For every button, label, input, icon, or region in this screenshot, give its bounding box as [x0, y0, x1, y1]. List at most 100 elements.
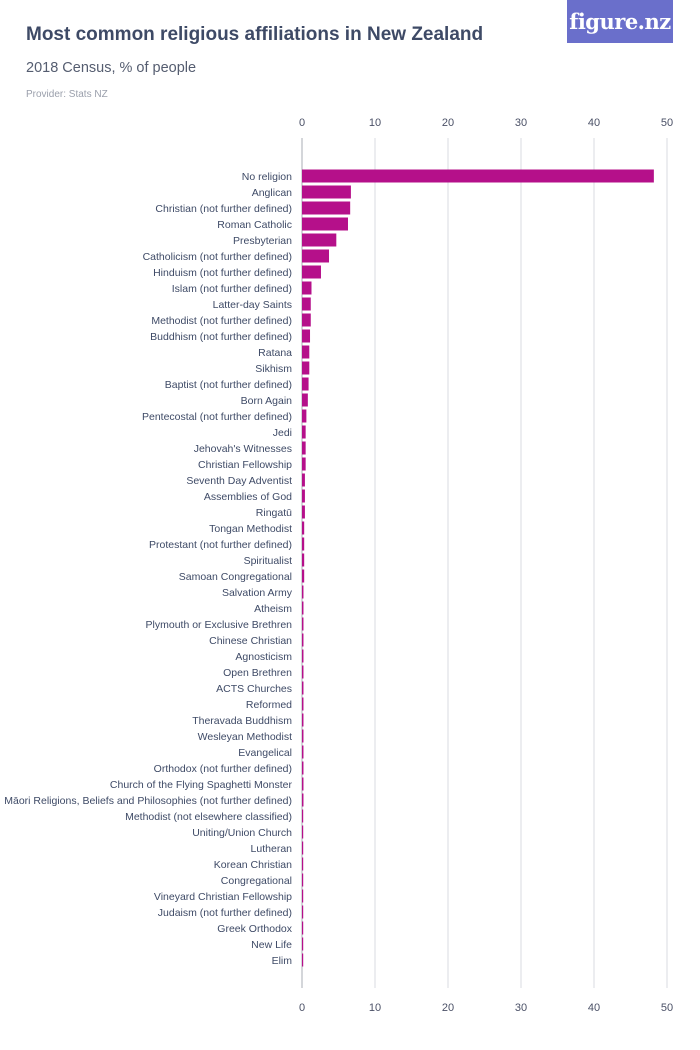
- category-label: Jedi: [273, 427, 292, 439]
- category-label: Church of the Flying Spaghetti Monster: [110, 779, 293, 791]
- bar: [302, 441, 306, 455]
- category-label: Lutheran: [251, 843, 293, 855]
- bar: [302, 473, 305, 487]
- category-label: Anglican: [252, 187, 292, 199]
- category-label: Born Again: [241, 395, 293, 407]
- bar: [302, 345, 310, 359]
- category-label: Uniting/Union Church: [192, 827, 292, 839]
- chart-subtitle: 2018 Census, % of people: [26, 60, 197, 76]
- bar: [302, 553, 305, 567]
- bar: [302, 809, 304, 823]
- bar: [302, 537, 305, 551]
- category-label: Assemblies of God: [204, 491, 292, 503]
- category-label: Ringatū: [256, 507, 292, 519]
- bar: [302, 281, 312, 295]
- bar: [302, 457, 306, 471]
- bar: [302, 889, 304, 903]
- category-label: Christian (not further defined): [155, 203, 292, 215]
- category-label: Chinese Christian: [209, 635, 292, 647]
- category-label: Ratana: [258, 347, 292, 359]
- category-label: Salvation Army: [222, 587, 293, 599]
- top-tick-label: 50: [661, 117, 673, 129]
- bar: [302, 953, 304, 967]
- category-label: Judaism (not further defined): [158, 907, 292, 919]
- category-label: Islam (not further defined): [172, 283, 292, 295]
- bar: [302, 761, 304, 775]
- bar: [302, 585, 304, 599]
- top-tick-label: 30: [515, 117, 527, 129]
- bar: [302, 937, 304, 951]
- category-label: Pentecostal (not further defined): [142, 411, 292, 423]
- category-label: Elim: [272, 955, 293, 967]
- category-label: Presbyterian: [233, 235, 292, 247]
- bar: [302, 841, 304, 855]
- bar: [302, 569, 305, 583]
- bar: [302, 377, 309, 391]
- category-label: Roman Catholic: [217, 219, 292, 231]
- bottom-axis-ticks: 0 10 20 30 40 50: [299, 1002, 673, 1014]
- category-label: Atheism: [254, 603, 292, 615]
- category-label: New Life: [251, 939, 292, 951]
- figure-nz-logo[interactable]: figure.nz: [567, 0, 673, 43]
- bottom-tick-label: 0: [299, 1002, 305, 1014]
- category-label: Tongan Methodist: [209, 523, 292, 535]
- category-label: Greek Orthodox: [217, 923, 292, 935]
- chart-title: Most common religious affiliations in Ne…: [26, 24, 484, 45]
- bar: [302, 793, 304, 807]
- bar: [302, 921, 304, 935]
- category-label: Samoan Congregational: [179, 571, 292, 583]
- bar: [302, 361, 310, 375]
- bar: [302, 697, 304, 711]
- bar: [302, 265, 321, 279]
- bar: [302, 857, 304, 871]
- bar: [302, 745, 304, 759]
- bar: [302, 713, 304, 727]
- category-label: Plymouth or Exclusive Brethren: [146, 619, 293, 631]
- category-label: Christian Fellowship: [198, 459, 292, 471]
- category-label: Sikhism: [255, 363, 292, 375]
- category-label: Buddhism (not further defined): [150, 331, 292, 343]
- bar: [302, 249, 330, 263]
- category-label: Congregational: [221, 875, 292, 887]
- category-label: Methodist (not elsewhere classified): [125, 811, 292, 823]
- bar: [302, 505, 305, 519]
- bottom-tick-label: 20: [442, 1002, 454, 1014]
- bar: [302, 169, 654, 183]
- bar: [302, 601, 304, 615]
- bar: [302, 873, 304, 887]
- bar: [302, 409, 307, 423]
- bottom-tick-label: 50: [661, 1002, 673, 1014]
- bar: [302, 233, 337, 247]
- bar: [302, 489, 305, 503]
- bottom-tick-label: 30: [515, 1002, 527, 1014]
- provider-credit: Provider: Stats NZ: [26, 89, 108, 100]
- bar: [302, 297, 311, 311]
- category-label: Māori Religions, Beliefs and Philosophie…: [4, 795, 292, 807]
- bottom-tick-label: 40: [588, 1002, 600, 1014]
- category-labels: No religion Anglican Christian (not furthe…: [4, 171, 292, 967]
- category-label: Catholicism (not further defined): [143, 251, 292, 263]
- top-axis-ticks: 0 10 20 30 40 50: [299, 117, 673, 129]
- category-label: Spiritualist: [244, 555, 293, 567]
- category-label: No religion: [242, 171, 292, 183]
- bar: [302, 777, 304, 791]
- category-label: Korean Christian: [214, 859, 292, 871]
- bar: [302, 649, 304, 663]
- category-label: Theravada Buddhism: [192, 715, 292, 727]
- bar: [302, 729, 304, 743]
- category-label: Agnosticism: [235, 651, 292, 663]
- top-tick-label: 0: [299, 117, 305, 129]
- bar: [302, 393, 308, 407]
- category-label: Methodist (not further defined): [151, 315, 292, 327]
- category-label: Wesleyan Methodist: [198, 731, 292, 743]
- bar: [302, 521, 305, 535]
- bar: [302, 825, 304, 839]
- bars: [302, 169, 654, 967]
- top-tick-label: 20: [442, 117, 454, 129]
- bar: [302, 185, 351, 199]
- category-label: ACTS Churches: [216, 683, 292, 695]
- category-label: Reformed: [246, 699, 292, 711]
- bar: [302, 329, 311, 343]
- category-label: Open Brethren: [223, 667, 292, 679]
